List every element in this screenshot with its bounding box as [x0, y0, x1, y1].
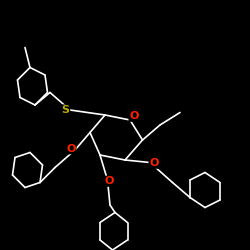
Text: O: O — [129, 111, 138, 121]
Text: O: O — [104, 176, 114, 186]
Text: O: O — [66, 144, 76, 154]
Text: O: O — [149, 158, 158, 168]
Text: S: S — [62, 105, 70, 115]
